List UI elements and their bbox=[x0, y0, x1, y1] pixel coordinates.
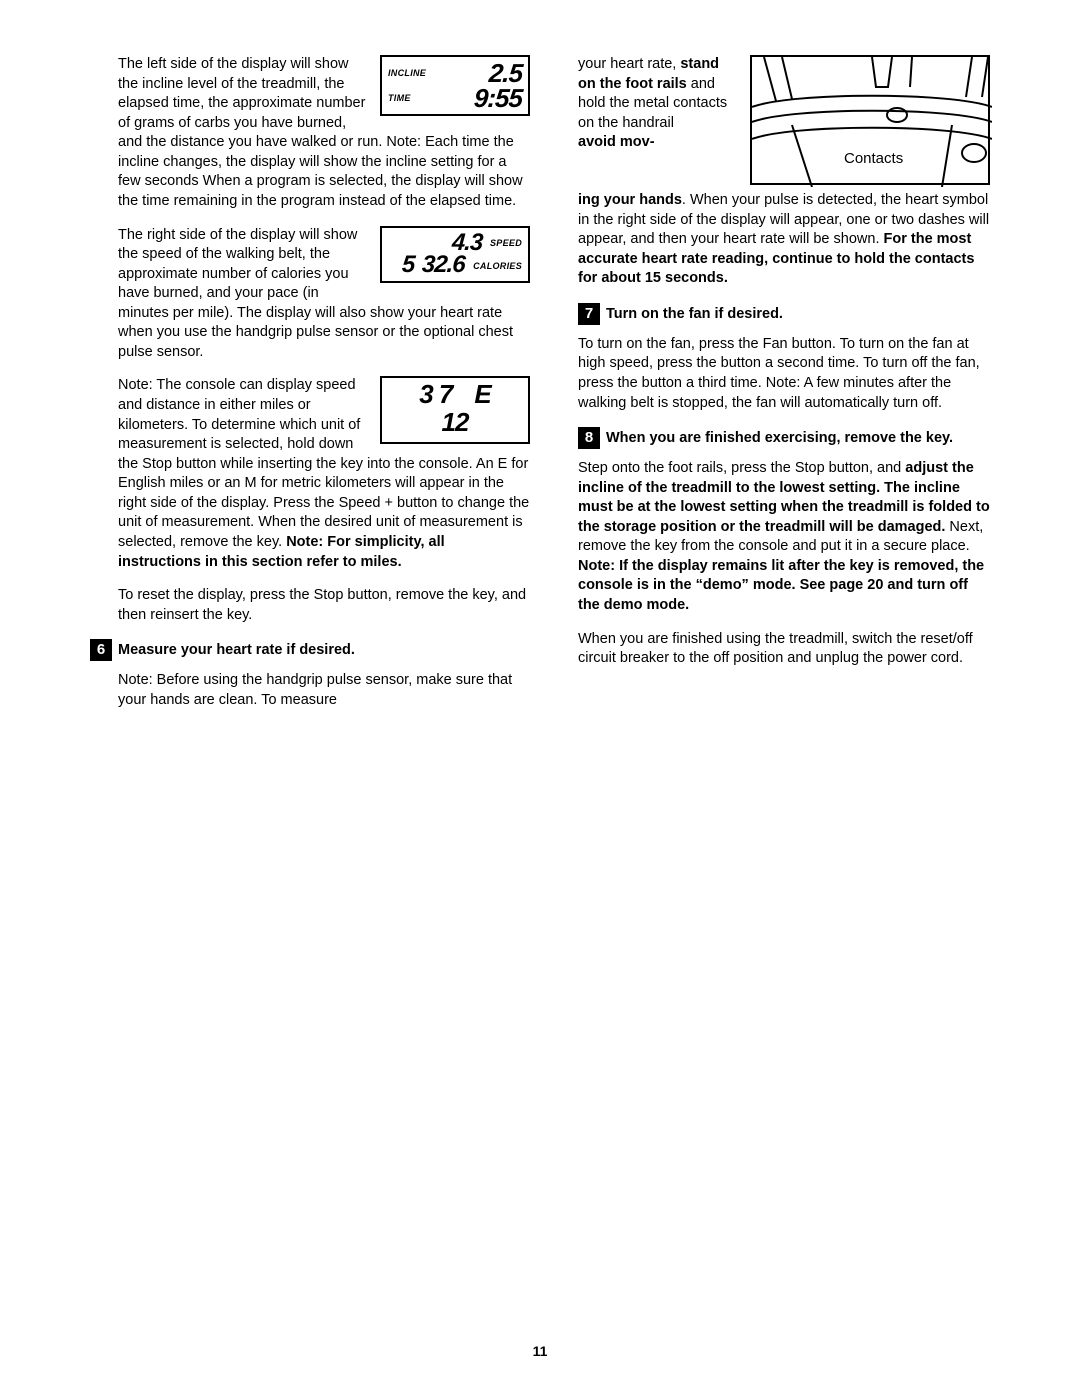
step-title-8: When you are finished exercising, remove… bbox=[606, 427, 953, 449]
paragraph: To reset the display, press the Stop but… bbox=[118, 586, 530, 625]
lcd-value-12: 12 bbox=[442, 407, 469, 437]
right-column: Contacts your heart rate, stand on the f… bbox=[578, 55, 990, 724]
lcd-value-cal-b: 32.6 bbox=[422, 254, 466, 277]
handrail-figure: Contacts bbox=[750, 55, 990, 185]
step-7-heading: 7 Turn on the fan if desired. bbox=[578, 303, 990, 325]
paragraph: ing your hands. When your pulse is detec… bbox=[578, 191, 990, 289]
paragraph: When you are finished using the treadmil… bbox=[578, 630, 990, 669]
step-number-8: 8 bbox=[578, 427, 600, 449]
step-number-6: 6 bbox=[90, 639, 112, 661]
page-number: 11 bbox=[0, 1342, 1080, 1361]
text: Step onto the foot rails, press the Stop… bbox=[578, 460, 905, 476]
lcd-label-time: TIME bbox=[388, 92, 411, 104]
page-body: INCLINE 2.5 TIME 9:55 The left side of t… bbox=[90, 55, 990, 724]
step-title-6: Measure your heart rate if desired. bbox=[118, 639, 355, 661]
text-bold: avoid mov- bbox=[578, 134, 655, 150]
lcd-value-37: 3 7 bbox=[419, 379, 452, 409]
text: your heart rate, bbox=[578, 56, 680, 72]
lcd-value-incline: 2.5 bbox=[488, 61, 523, 86]
handrail-contacts-label: Contacts bbox=[842, 149, 905, 169]
lcd-figure-units: 3 7 E 12 bbox=[380, 376, 530, 443]
lcd-value-cal-a: 5 bbox=[401, 254, 415, 277]
paragraph: To turn on the fan, press the Fan button… bbox=[578, 335, 990, 413]
left-column: INCLINE 2.5 TIME 9:55 The left side of t… bbox=[90, 55, 530, 724]
lcd-figure-speed-calories: 4.3 SPEED 5 32.6 CALORIES bbox=[380, 226, 530, 284]
text: The right side of the display will show … bbox=[118, 227, 357, 302]
step-number-7: 7 bbox=[578, 303, 600, 325]
lcd-label-speed: SPEED bbox=[490, 237, 522, 249]
text: down the Stop button while inserting the… bbox=[118, 436, 529, 550]
lcd-label-calories: CALORIES bbox=[473, 260, 522, 272]
lcd-label-incline: INCLINE bbox=[388, 67, 426, 79]
text-bold: ing your hands bbox=[578, 192, 682, 208]
step-6-heading: 6 Measure your heart rate if desired. bbox=[90, 639, 530, 661]
step-title-7: Turn on the fan if desired. bbox=[606, 303, 783, 325]
text-bold: Note: If the display remains lit after t… bbox=[578, 558, 984, 613]
lcd-value-e: E bbox=[474, 379, 490, 409]
paragraph: Note: Before using the handgrip pulse se… bbox=[118, 671, 530, 710]
step-8-heading: 8 When you are finished exercising, remo… bbox=[578, 427, 990, 449]
lcd-value-time: 9:55 bbox=[473, 86, 523, 111]
paragraph: Step onto the foot rails, press the Stop… bbox=[578, 459, 990, 616]
lcd-figure-incline-time: INCLINE 2.5 TIME 9:55 bbox=[380, 55, 530, 116]
